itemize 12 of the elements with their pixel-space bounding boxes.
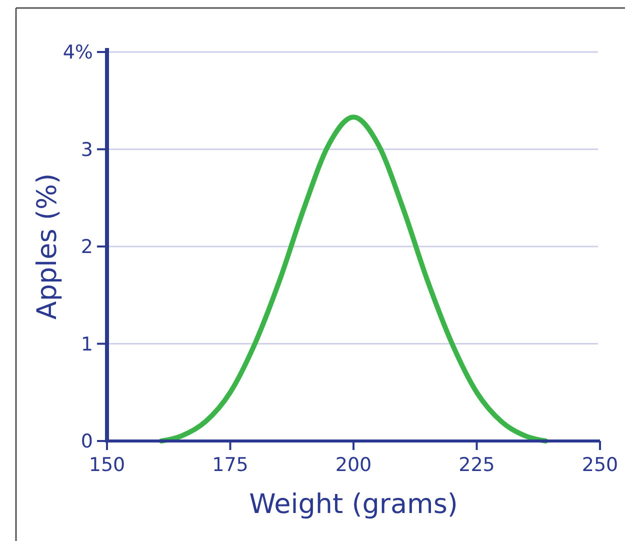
- x-tick-label: 175: [212, 454, 248, 476]
- y-axis-title: Apples (%): [32, 173, 63, 320]
- y-tick-label: 1: [80, 333, 93, 356]
- x-tick-label: 200: [335, 454, 372, 476]
- y-tick-label: 3: [80, 138, 93, 161]
- x-tick-label: 250: [582, 454, 618, 476]
- x-tick-label: 150: [88, 454, 126, 476]
- y-tick-label: 2: [80, 236, 93, 258]
- y-tick-label: 4%: [62, 42, 93, 64]
- x-tick-label: 225: [458, 454, 495, 476]
- y-tick-label: 0: [80, 430, 93, 453]
- x-axis-title: Weight (grams): [249, 489, 458, 520]
